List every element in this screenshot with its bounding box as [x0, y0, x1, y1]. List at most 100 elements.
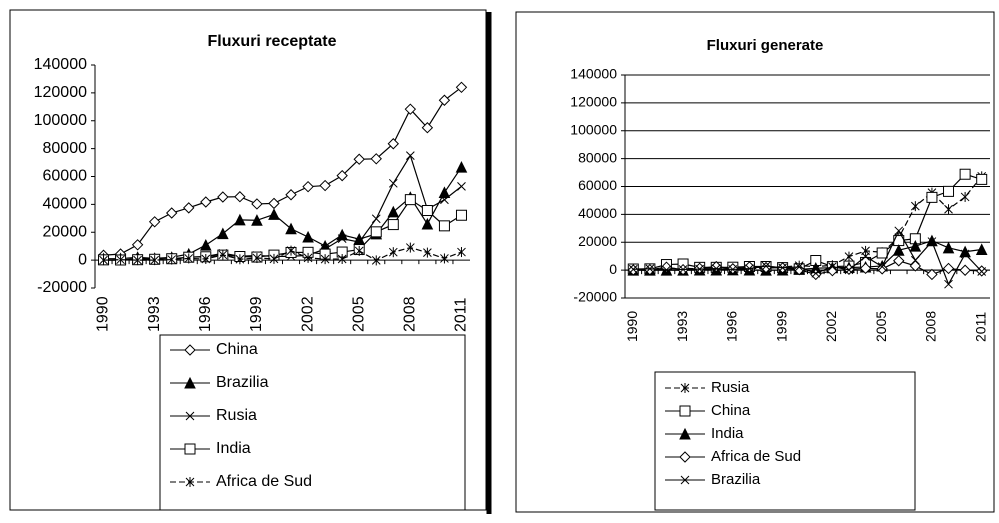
marker [185, 411, 195, 421]
marker-shape [455, 161, 468, 173]
marker [778, 263, 787, 273]
marker [455, 161, 468, 173]
marker [184, 344, 196, 356]
marker-shape [285, 189, 297, 201]
marker [234, 191, 246, 203]
marker-shape [680, 475, 690, 485]
x-tick-label: 1996 [197, 296, 214, 332]
marker-shape [302, 180, 314, 193]
marker [794, 262, 804, 272]
marker-shape [662, 265, 671, 275]
marker-shape [457, 182, 466, 191]
marker-shape [975, 243, 988, 255]
marker [960, 249, 970, 259]
marker [131, 239, 144, 251]
marker [218, 249, 228, 260]
marker-shape [909, 260, 922, 272]
marker [942, 262, 955, 275]
marker-shape [745, 264, 754, 273]
legend-label: China [711, 402, 751, 419]
y-tick-label: 60000 [43, 168, 88, 185]
marker [455, 209, 467, 221]
marker [679, 405, 691, 417]
marker [320, 254, 330, 265]
marker [184, 443, 196, 455]
marker [252, 253, 262, 264]
marker-shape [944, 279, 953, 289]
marker [353, 153, 365, 165]
series-line [633, 173, 982, 270]
marker-shape [678, 265, 688, 274]
marker-shape [268, 208, 280, 220]
marker [268, 208, 280, 220]
marker [678, 265, 688, 274]
y-tick-label: 20000 [43, 223, 88, 240]
marker-shape [388, 178, 398, 188]
marker-shape [387, 219, 399, 231]
marker-shape [200, 196, 212, 208]
marker [285, 222, 297, 235]
marker-shape [877, 262, 887, 271]
marker-shape [977, 267, 987, 276]
marker [440, 195, 449, 205]
marker-shape [370, 153, 382, 165]
marker [183, 202, 195, 214]
marker-shape [234, 213, 246, 226]
marker-shape [909, 240, 922, 252]
marker [977, 267, 987, 276]
marker [910, 255, 920, 265]
marker-shape [960, 249, 970, 259]
marker [371, 214, 381, 224]
legend-label: China [216, 341, 258, 358]
marker [217, 227, 229, 240]
marker [167, 254, 177, 265]
marker [371, 255, 381, 266]
legend-label: Rusia [711, 379, 750, 396]
marker [405, 151, 415, 160]
marker [199, 238, 212, 251]
y-tick-label: 140000 [34, 56, 87, 73]
y-tick-label: 140000 [570, 66, 617, 82]
marker [387, 219, 399, 231]
marker-shape [844, 265, 854, 275]
marker-shape [165, 207, 178, 219]
marker [251, 198, 263, 210]
marker [910, 201, 920, 212]
marker-shape [693, 262, 706, 275]
marker [844, 251, 854, 262]
marker-shape [826, 264, 839, 277]
marker-shape [828, 262, 837, 271]
marker-shape [421, 122, 434, 134]
marker [217, 191, 229, 203]
marker-shape [184, 443, 196, 455]
marker [150, 255, 160, 266]
x-tick-label: 1996 [724, 311, 740, 342]
marker-shape [455, 209, 467, 221]
marker [960, 191, 970, 202]
marker [645, 264, 655, 274]
y-tick-label: 80000 [578, 149, 617, 165]
marker [680, 383, 690, 393]
marker [423, 247, 432, 258]
legend-label: Africa de Sud [711, 448, 801, 465]
chart-title: Fluxuri receptate [208, 33, 337, 50]
marker-shape [942, 241, 955, 254]
marker-shape [337, 234, 347, 244]
marker [303, 252, 313, 263]
x-tick-label: 1990 [95, 296, 112, 332]
marker [975, 243, 988, 255]
marker-shape [421, 205, 433, 217]
marker-shape [217, 191, 229, 203]
marker [745, 264, 754, 273]
marker-shape [184, 376, 196, 389]
legend-label: India [216, 440, 251, 457]
marker [942, 241, 955, 254]
marker [959, 168, 971, 180]
x-tick-label: 2005 [350, 296, 367, 332]
marker-shape [251, 214, 263, 226]
marker [876, 263, 888, 275]
marker [336, 169, 348, 182]
marker-shape [778, 263, 787, 273]
marker-shape [893, 255, 905, 267]
y-tick-label: 100000 [34, 112, 87, 129]
